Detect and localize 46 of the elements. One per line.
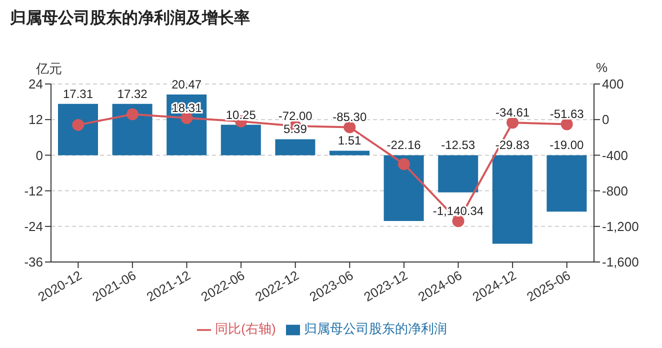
bar [492, 155, 532, 244]
y2-tick-label: -400 [602, 148, 628, 163]
data-label: 10.25 [226, 108, 256, 122]
y-tick-label: -24 [24, 219, 43, 234]
data-label: -85.30 [332, 110, 367, 124]
data-label: -51.63 [550, 107, 584, 122]
data-label: -22.16 [386, 138, 422, 152]
point [398, 158, 410, 170]
point [506, 116, 519, 129]
point [560, 118, 573, 130]
bar [330, 150, 370, 156]
data-label: -72.00 [278, 109, 313, 124]
point [180, 112, 193, 124]
y2-tick-label: 0 [602, 112, 610, 128]
point [126, 108, 138, 120]
y-tick-label: 12 [28, 112, 43, 128]
data-label: 17.32 [117, 86, 148, 101]
y-tick-label: -36 [24, 254, 43, 270]
y-axis-title: 亿元 [36, 60, 62, 78]
y2-tick-label: 400 [602, 76, 624, 92]
bar [220, 124, 261, 156]
legend-label: 归属母公司股东的净利润 [304, 321, 447, 336]
bar [58, 104, 98, 156]
data-label: 18.31 [172, 100, 202, 115]
bar [112, 104, 152, 156]
data-label: -34.61 [496, 106, 530, 120]
legend-label: 同比(右轴) [215, 321, 276, 336]
point [72, 118, 84, 131]
chart-title: 归属母公司股东的净利润及增长率 [10, 8, 250, 29]
y2-tick-label: -800 [602, 183, 628, 198]
point [344, 121, 356, 134]
bar [546, 155, 587, 212]
y-tick-label: 24 [28, 76, 43, 92]
bar [384, 155, 424, 221]
data-label: 17.31 [62, 86, 94, 101]
y2-tick-label: -1,200 [602, 219, 639, 234]
data-label: -12.53 [441, 138, 476, 152]
data-label: -19.00 [550, 138, 584, 152]
bar [275, 139, 316, 156]
data-label: 20.47 [172, 77, 202, 92]
y-tick-label: -12 [24, 183, 43, 198]
y2-tick-label: -1,600 [602, 254, 639, 270]
y2-axis-title: % [596, 60, 608, 75]
data-label: 1.51 [338, 134, 362, 148]
bar [438, 155, 478, 192]
y-tick-label: 0 [36, 148, 43, 163]
